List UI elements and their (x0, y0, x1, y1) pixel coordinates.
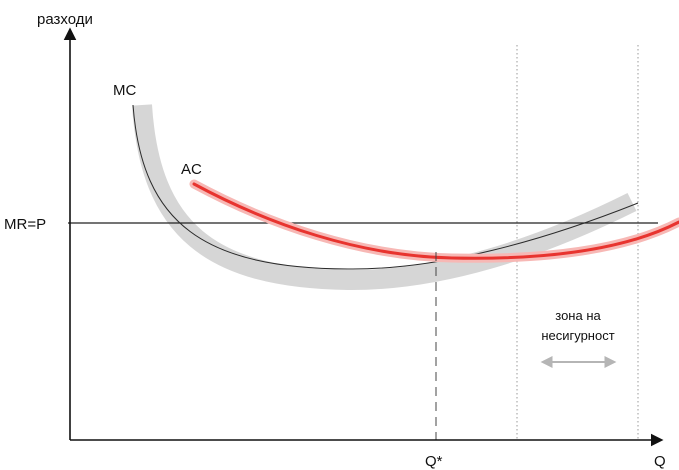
mc-label: MC (113, 82, 136, 99)
x-axis-label: Q (654, 453, 666, 470)
ac-curve (192, 182, 679, 260)
uncertainty-zone-label-line1: зона на (555, 308, 601, 323)
y-axis-label: разходи (37, 11, 93, 28)
mc-band (132, 104, 637, 291)
ac-label: AC (181, 161, 202, 178)
mr-p-label: MR=P (4, 216, 46, 233)
uncertainty-zone-label-line2: несигурност (541, 328, 614, 343)
mc-curve (132, 104, 639, 270)
q-star-label: Q* (425, 453, 443, 470)
